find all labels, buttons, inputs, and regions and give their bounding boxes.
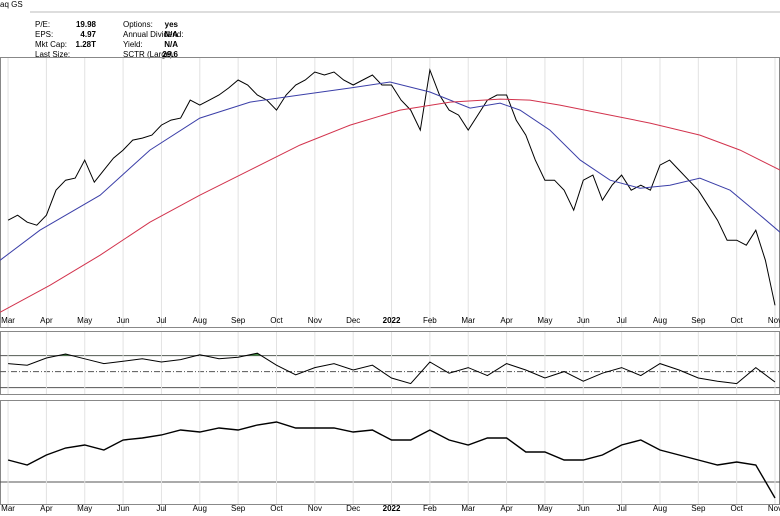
- series-line: [0, 98, 780, 313]
- field-label: SCTR (Large):: [123, 50, 175, 59]
- x-tick-label: 2022: [383, 504, 401, 513]
- field-value: yes: [165, 20, 179, 29]
- x-tick-label: Apr: [40, 504, 53, 513]
- x-tick-label: Jul: [617, 316, 627, 325]
- x-tick-label: Jul: [617, 504, 627, 513]
- x-tick-label: Dec: [346, 316, 360, 325]
- x-tick-label: Oct: [730, 316, 743, 325]
- field-value: 19.98: [76, 20, 97, 29]
- x-tick-label: Aug: [653, 316, 667, 325]
- x-tick-label: Oct: [270, 504, 283, 513]
- x-tick-label: Apr: [500, 504, 513, 513]
- lower-panel: [0, 400, 780, 505]
- rsi-panel: [0, 331, 780, 395]
- x-tick-label: May: [77, 316, 92, 325]
- field-value: 1.28T: [76, 40, 97, 49]
- field-label: Annual Dividend:: [123, 30, 183, 39]
- field-value: N/A: [164, 30, 178, 39]
- field-label: Mkt Cap:: [35, 40, 67, 49]
- x-tick-label: Jun: [117, 316, 130, 325]
- x-tick-label: Jun: [117, 504, 130, 513]
- x-tick-label: Sep: [691, 316, 706, 325]
- x-tick-label: Feb: [423, 504, 437, 513]
- series-line: [7, 421, 776, 499]
- x-tick-label: Mar: [461, 504, 475, 513]
- field-value: 29.6: [162, 50, 178, 59]
- x-tick-label: Feb: [423, 316, 437, 325]
- series-line: [0, 81, 780, 261]
- x-tick-label: Mar: [1, 316, 15, 325]
- series-line: [7, 68, 776, 306]
- field-label: Yield:: [123, 40, 143, 49]
- x-tick-label: Aug: [193, 504, 207, 513]
- x-tick-label: Jun: [577, 316, 590, 325]
- field-label: EPS:: [35, 30, 53, 39]
- x-tick-label: Jun: [577, 504, 590, 513]
- x-tick-label: Aug: [653, 504, 667, 513]
- x-tick-label: Mar: [1, 504, 15, 513]
- x-tick-label: Jul: [156, 504, 166, 513]
- field-label: Options:: [123, 20, 153, 29]
- x-tick-label: Jul: [156, 316, 166, 325]
- header-fields: P/E: 19.98 EPS: 4.97 Mkt Cap: 1.28T Last Size:…: [35, 20, 183, 59]
- x-tick-label: Nov: [308, 316, 322, 325]
- x-tick-label: Oct: [270, 316, 283, 325]
- x-tick-label: May: [537, 316, 552, 325]
- symbol: aq GS: [0, 0, 23, 9]
- x-tick-label: May: [77, 504, 92, 513]
- field-label: Last Size:: [35, 50, 70, 59]
- x-tick-label: Sep: [231, 504, 246, 513]
- field-value: 4.97: [80, 30, 96, 39]
- x-tick-label: Sep: [231, 316, 246, 325]
- price-panel: [0, 57, 780, 328]
- field-value: N/A: [164, 40, 178, 49]
- grid: [7, 58, 776, 504]
- x-tick-label: May: [537, 504, 552, 513]
- x-tick-label: Nov: [768, 316, 780, 325]
- x-tick-label: Oct: [730, 504, 743, 513]
- x-tick-label: Nov: [308, 504, 322, 513]
- field-label: P/E:: [35, 20, 50, 29]
- x-tick-label: Apr: [40, 316, 53, 325]
- x-tick-label: Apr: [500, 316, 513, 325]
- x-tick-label: Mar: [461, 316, 475, 325]
- x-tick-label: Sep: [691, 504, 706, 513]
- x-tick-label: Aug: [193, 316, 207, 325]
- x-tick-label: Nov: [768, 504, 780, 513]
- x-tick-label: 2022: [383, 316, 401, 325]
- series-line: [8, 352, 776, 385]
- x-tick-label: Dec: [346, 504, 360, 513]
